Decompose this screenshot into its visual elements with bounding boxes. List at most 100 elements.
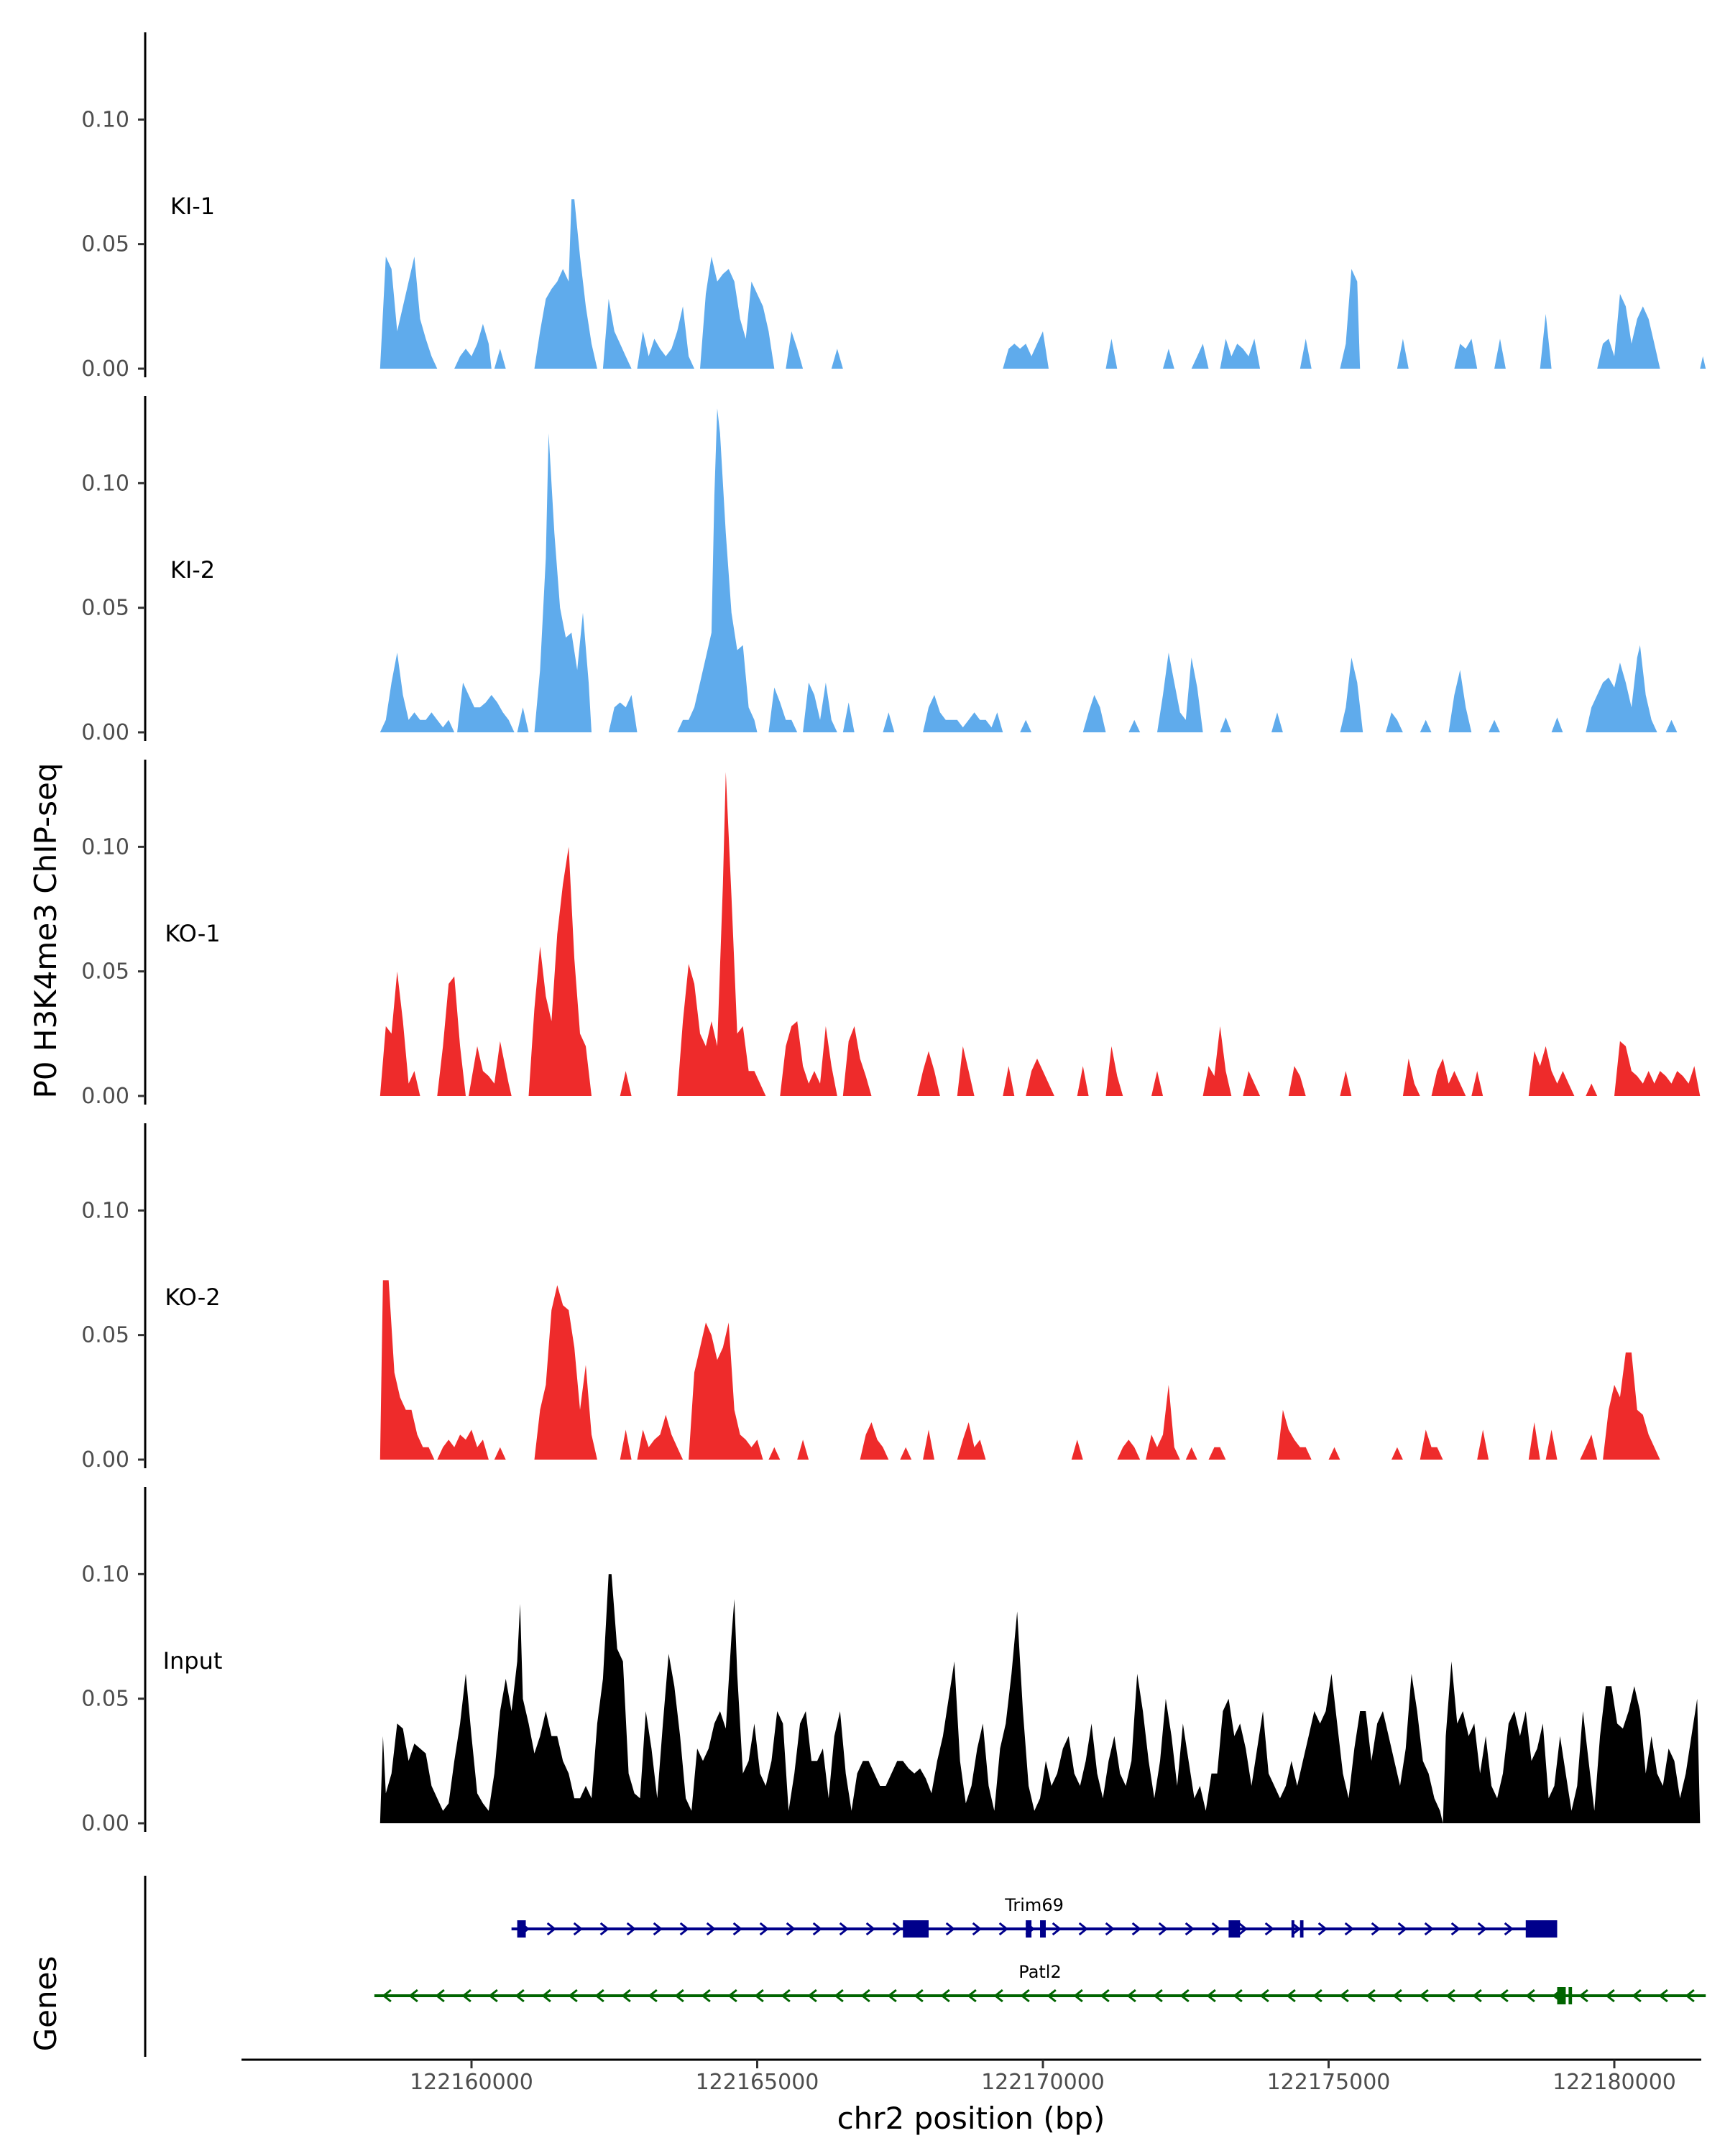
strand-arrow [573,1922,584,1936]
strand-arrow [568,1989,578,2003]
strand-arrow [1525,1989,1535,2003]
strand-arrow [1317,1922,1328,1936]
strand-arrow [1424,1922,1435,1936]
strand-arrow [860,1989,870,2003]
strand-arrow [1158,1922,1169,1936]
strand-arrow [541,1989,551,2003]
strand-arrow [1206,1989,1216,2003]
strand-arrow [1578,1989,1588,2003]
x-tick-label: 122175000 [1267,2070,1391,2095]
strand-arrow [1419,1989,1429,2003]
strand-arrow [408,1989,418,2003]
strand-arrow [653,1922,663,1936]
strand-arrow [461,1989,472,2003]
strand-arrow [701,1989,711,2003]
y-tick-label: 0.05 [81,232,129,257]
strand-arrow [594,1989,604,2003]
track-label: KI-1 [170,193,215,220]
strand-arrow [887,1989,897,2003]
strand-arrow [1477,1922,1488,1936]
strand-arrow [1233,1989,1243,2003]
strand-arrow [812,1922,823,1936]
strand-arrow [727,1989,737,2003]
strand-arrow [1392,1989,1402,2003]
strand-arrow [914,1989,924,2003]
strand-arrow [1312,1989,1322,2003]
y-tick-label: 0.00 [81,1447,129,1473]
x-tick-label: 122180000 [1552,2070,1676,2095]
tracks-group: 0.00 0.05 0.10 KI-1 0.00 0.05 0.10 KI-2 0.00 0.05… [81,32,1706,1836]
strand-arrow [967,1989,977,2003]
strand-arrow [1052,1922,1062,1936]
y-tick-label: 0.05 [81,1687,129,1712]
strand-arrow [754,1989,764,2003]
strand-arrow [1259,1989,1269,2003]
strand-arrow [1105,1922,1116,1936]
strand-arrow [972,1922,983,1936]
track-label: KO-1 [165,920,220,947]
strand-arrow [1344,1922,1355,1936]
genes-panel-title: Genes [28,1956,63,2052]
strand-arrow [1073,1989,1083,2003]
strand-arrow [679,1922,690,1936]
strand-arrow [515,1989,525,2003]
exon [517,1920,526,1938]
coverage-area-ki-2 [380,408,1678,732]
y-tick-label: 0.00 [81,1811,129,1836]
strand-arrow [759,1922,770,1936]
strand-arrow [1211,1922,1222,1936]
y-tick-label: 0.00 [81,720,129,745]
strand-arrow [706,1922,717,1936]
strand-arrow [599,1922,610,1936]
coverage-area-ko-1 [380,772,1701,1096]
strand-arrow [1685,1989,1695,2003]
exon [1525,1920,1558,1938]
strand-arrow [621,1989,631,2003]
y-tick-label: 0.00 [81,356,129,382]
y-tick-label: 0.05 [81,959,129,985]
exon [1026,1920,1032,1938]
strand-arrow [1020,1989,1030,2003]
x-axis: 122160000 122165000 122170000 122175000 1221… [242,2058,1701,2095]
track-ki-1: 0.00 0.05 0.10 KI-1 [81,32,1706,382]
strand-arrow [674,1989,684,2003]
strand-arrow [786,1922,796,1936]
strand-arrow [435,1989,445,2003]
y-tick-label: 0.10 [81,1562,129,1587]
track-input: 0.00 0.05 0.10 Input [81,1487,1701,1836]
gene-label: Patl2 [1018,1962,1061,1982]
coverage-area-ko-2 [380,1280,1660,1460]
exon [1557,1987,1566,2004]
coverage-area-input [380,1574,1701,1823]
strand-arrow [1605,1989,1615,2003]
track-ko-1: 0.00 0.05 0.10 KO-1 [81,760,1701,1109]
strand-arrow [488,1989,498,2003]
strand-arrow [940,1989,950,2003]
strand-arrow [626,1922,637,1936]
strand-arrow [807,1989,817,2003]
strand-arrow [1179,1989,1190,2003]
exon [903,1920,929,1938]
y-tick-label: 0.00 [81,1084,129,1109]
strand-arrow [998,1922,1009,1936]
strand-arrow [1632,1989,1642,2003]
coverage-area-ki-1 [380,199,1706,369]
exon [1568,1987,1573,2004]
strand-arrow [1184,1922,1195,1936]
track-ki-2: 0.00 0.05 0.10 KI-2 [81,396,1678,745]
exon [1228,1920,1241,1938]
strand-arrow [1153,1989,1163,2003]
strand-arrow [1371,1922,1381,1936]
strand-arrow [1131,1922,1142,1936]
strand-arrow [1286,1989,1296,2003]
strand-arrow [732,1922,743,1936]
strand-arrow [648,1989,658,2003]
strand-arrow [1450,1922,1461,1936]
strand-arrow [1504,1922,1514,1936]
track-label: Input [163,1647,223,1674]
strand-arrow [1445,1989,1455,2003]
strand-arrow [1397,1922,1408,1936]
y-tick-label: 0.05 [81,1323,129,1348]
strand-arrow [839,1922,850,1936]
